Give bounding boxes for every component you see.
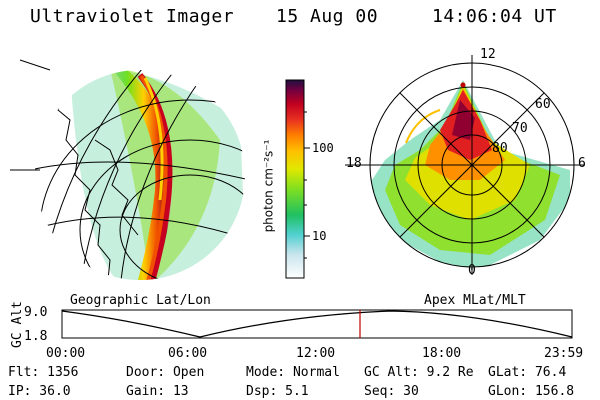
altitude-ytick-top: 9.0 bbox=[24, 305, 48, 320]
altitude-xtick-3: 18:00 bbox=[422, 346, 462, 361]
altitude-xtick-0: 00:00 bbox=[46, 346, 86, 361]
status-ip: IP: 36.0 bbox=[8, 384, 71, 399]
altitude-xtick-2: 12:00 bbox=[296, 346, 336, 361]
status-gcalt: GC Alt: 9.2 Re bbox=[364, 365, 474, 380]
altitude-xtick-1: 06:00 bbox=[168, 346, 208, 361]
colorbar-tick-10: 10 bbox=[312, 229, 327, 243]
right-panel-caption: Apex MLat/MLT bbox=[424, 293, 526, 308]
mlt-label-18: 18 bbox=[346, 156, 362, 171]
app-title: Ultraviolet Imager bbox=[30, 6, 235, 27]
left-panel-caption: Geographic Lat/Lon bbox=[70, 293, 211, 308]
date-readout: 15 Aug 00 bbox=[276, 6, 379, 27]
status-gain: Gain: 13 bbox=[126, 384, 189, 399]
status-dsp: Dsp: 5.1 bbox=[246, 384, 309, 399]
mlt-label-12: 12 bbox=[480, 47, 496, 62]
status-door: Door: Open bbox=[126, 365, 205, 380]
altitude-xtick-4: 23:59 bbox=[544, 346, 584, 361]
mlt-label-6: 6 bbox=[578, 156, 586, 171]
status-glon: GLon: 156.8 bbox=[488, 384, 575, 399]
mlat-label-60: 60 bbox=[535, 97, 551, 112]
status-flt: Flt: 1356 bbox=[8, 365, 79, 380]
mlat-label-70: 70 bbox=[512, 121, 528, 136]
status-mode: Mode: Normal bbox=[246, 365, 340, 380]
mlat-label-80: 80 bbox=[492, 141, 508, 156]
status-glat: GLat: 76.4 bbox=[488, 365, 567, 380]
altitude-ytick-bottom: 1.8 bbox=[24, 329, 48, 344]
status-seq: Seq: 30 bbox=[364, 384, 419, 399]
mlt-label-0: 0 bbox=[468, 263, 476, 278]
time-readout: 14:06:04 UT bbox=[432, 6, 557, 27]
colorbar-tick-100: 100 bbox=[312, 141, 334, 155]
altitude-ylabel: GC Alt bbox=[9, 301, 25, 348]
